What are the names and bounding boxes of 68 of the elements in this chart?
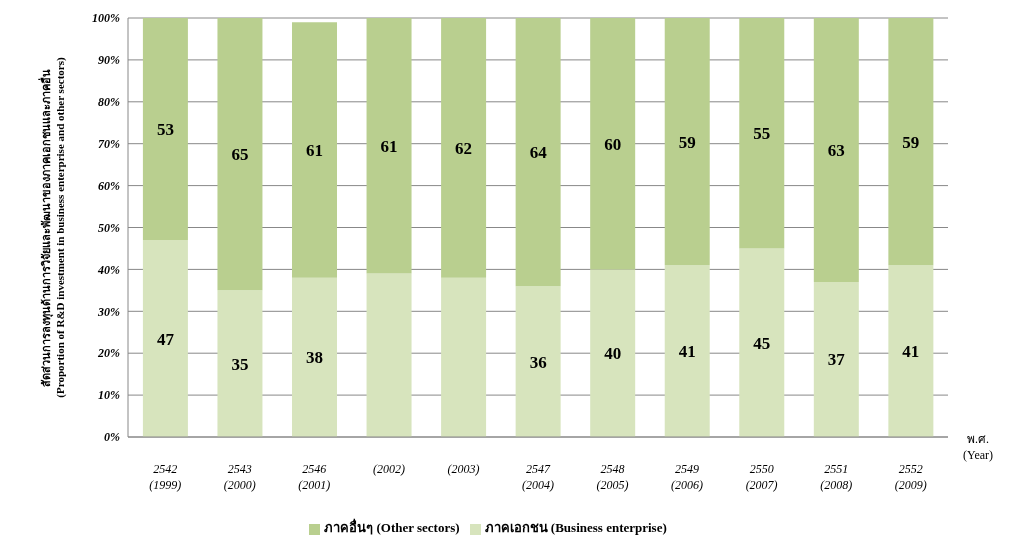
bar [366,273,412,437]
x-tick-label: 2547 (2004) [522,462,554,492]
data-label: 62 [455,138,473,158]
x-axis-title: พ.ศ. (Year) [962,432,994,462]
bar [813,281,859,437]
bar [515,286,561,437]
data-label: 41 [678,342,696,362]
data-label: 47 [156,329,175,349]
y-tick-label: 80% [98,95,120,110]
bar [142,240,188,437]
bar [292,22,337,278]
data-label: 63 [827,140,845,160]
data-label: 41 [902,342,920,362]
data-label: 55 [753,124,771,144]
x-tick-label: 2542 (1999) [149,462,182,492]
bar [217,290,263,437]
data-label: 59 [902,132,920,152]
y-axis-title: สัดส่วนการลงทุนด้านการวิจัยและพัฒนาของภาคเอกชนและภาคอื่น (Proportion of R&D investment in business enterprise and other sectors) [38,57,68,398]
data-label: 60 [604,134,622,154]
bar [664,265,710,437]
x-tick-label: 2549 (2006) [671,462,704,492]
y-tick-label: 10% [98,388,120,403]
data-label: 59 [678,132,696,152]
data-label: 64 [529,143,548,163]
y-tick-label: 0% [104,430,120,445]
x-tick-label: (2003) [447,462,480,476]
y-tick-label: 90% [98,53,120,68]
bar [142,18,188,241]
bar [739,18,785,249]
y-tick-label: 20% [97,346,120,361]
bar [888,18,934,266]
data-label: 65 [231,145,249,165]
bar [217,18,263,291]
bar [441,18,487,278]
legend-label: ภาคเอกชน (Business enterprise) [484,520,667,535]
data-label: 53 [156,120,174,140]
y-tick-label: 70% [98,136,120,151]
data-label: 45 [753,333,771,353]
x-tick-label: 2550 (2007) [745,462,778,492]
x-tick-label: (2002) [372,462,405,476]
x-tick-label: 2543 (2000) [223,462,256,492]
x-tick-label: 2546 (2001) [298,462,331,492]
y-tick-label: 60% [98,178,120,193]
legend-label: ภาคอื่นๆ (Other sectors) [324,520,460,535]
data-label: 40 [604,344,622,364]
x-tick-label: 2548 (2005) [596,462,629,492]
bar [590,18,636,270]
bar [888,265,934,437]
data-label: 61 [306,140,323,160]
bar [590,269,636,437]
data-label: 61 [380,136,398,156]
bar [441,277,487,437]
bar [515,18,561,287]
data-label: 36 [529,352,547,372]
bar [739,248,785,437]
bar [292,277,337,437]
bar [813,18,859,282]
x-tick-label: 2552 (2009) [894,462,927,492]
data-label: 37 [827,350,846,370]
x-tick-label: 2551 (2008) [820,462,853,492]
bar [664,18,710,266]
bar [366,18,412,274]
y-tick-label: 100% [92,11,120,26]
y-tick-label: 40% [97,262,120,277]
y-tick-label: 50% [98,220,120,235]
data-label: 38 [306,348,323,368]
data-label: 35 [231,354,249,374]
y-tick-label: 30% [97,304,120,319]
